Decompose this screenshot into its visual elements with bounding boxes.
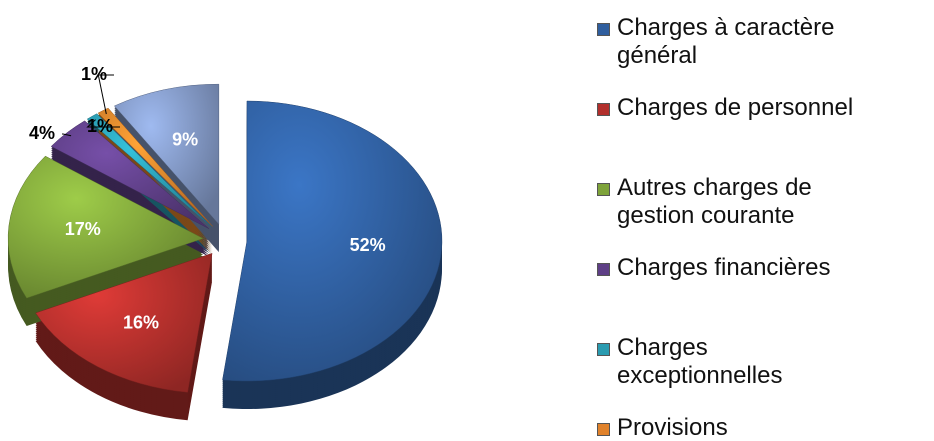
leader-line bbox=[86, 119, 120, 128]
legend-entry: Autres charges de gestion courante bbox=[597, 174, 867, 230]
legend-entry: Provisions bbox=[597, 414, 867, 441]
leader-line bbox=[97, 74, 114, 115]
legend-label: Charges exceptionnelles bbox=[617, 334, 783, 389]
data-label: 1% bbox=[87, 116, 113, 136]
leader-line bbox=[62, 133, 72, 137]
legend-label: Charges financières bbox=[617, 254, 831, 281]
slice bbox=[86, 113, 212, 228]
data-label: 17% bbox=[65, 219, 101, 239]
legend-swatch bbox=[597, 423, 610, 436]
data-label: 9% bbox=[172, 130, 198, 150]
legend-entry: Charges financières bbox=[597, 254, 867, 282]
slice bbox=[97, 107, 213, 227]
slice bbox=[7, 155, 204, 299]
legend-label: Autres charges de gestion courante bbox=[617, 174, 812, 229]
legend-swatch bbox=[597, 103, 610, 116]
pie-area: 52% 16% 17% 4% 1% 1% 9% bbox=[7, 64, 443, 421]
legend-swatch bbox=[597, 263, 610, 276]
legend-swatch bbox=[597, 23, 610, 36]
legend-label: Charges de personnel bbox=[617, 94, 854, 121]
data-label: 4% bbox=[29, 123, 55, 143]
slice bbox=[222, 100, 443, 382]
legend-swatch bbox=[597, 183, 610, 196]
legend-label: Provisions bbox=[617, 414, 728, 441]
slice bbox=[50, 120, 210, 229]
legend-label: Charges à caractère général bbox=[617, 14, 835, 69]
slice bbox=[113, 83, 220, 225]
legend-entry: Charges de personnel bbox=[597, 94, 867, 122]
legend-swatch bbox=[597, 343, 610, 356]
data-label: 1% bbox=[81, 64, 107, 84]
legend-entry: Charges exceptionnelles bbox=[597, 334, 867, 390]
data-label: 16% bbox=[123, 312, 159, 332]
slice bbox=[35, 252, 213, 393]
legend-entry: Charges à caractère général bbox=[597, 14, 867, 70]
data-label: 52% bbox=[350, 235, 386, 255]
